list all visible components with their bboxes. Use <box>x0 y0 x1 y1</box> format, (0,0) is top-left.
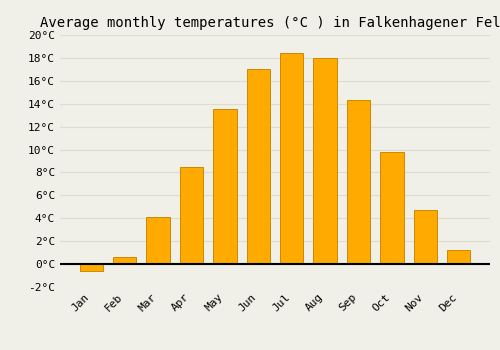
Bar <box>146 217 170 264</box>
Bar <box>280 53 303 264</box>
Bar <box>314 58 337 264</box>
Bar <box>246 69 270 264</box>
Bar <box>80 264 103 271</box>
Title: Average monthly temperatures (°C ) in Falkenhagener Feld: Average monthly temperatures (°C ) in Fa… <box>40 16 500 30</box>
Bar <box>447 250 470 264</box>
Bar <box>347 100 370 264</box>
Bar <box>113 257 136 264</box>
Bar <box>180 167 203 264</box>
Bar <box>380 152 404 264</box>
Bar <box>213 110 236 264</box>
Bar <box>414 210 437 264</box>
